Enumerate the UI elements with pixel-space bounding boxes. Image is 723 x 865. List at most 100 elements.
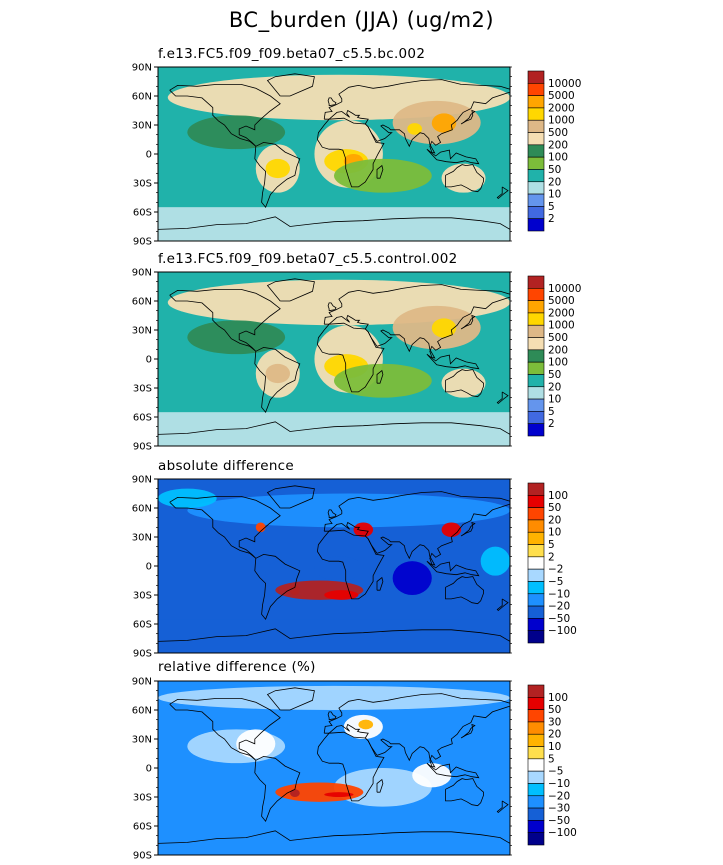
colorbar-label: −50 <box>548 613 570 625</box>
lat-tick-label: 60S <box>133 822 152 833</box>
colorbar-box <box>527 531 545 545</box>
field-region-6 <box>324 590 359 600</box>
colorbar-box <box>527 733 545 747</box>
panel-label: relative difference (%) <box>158 659 316 675</box>
field-region-0 <box>187 493 510 528</box>
field-region-3 <box>265 363 290 384</box>
colorbar-label: 1000 <box>548 320 575 332</box>
colorbar-box <box>527 618 545 631</box>
field-region-8 <box>431 318 457 338</box>
coastline-indonesia <box>426 148 480 165</box>
field-region-3 <box>314 556 364 581</box>
field-region-9 <box>358 719 374 730</box>
coastline-japan <box>460 314 476 330</box>
lat-tick-label: 60N <box>132 92 152 103</box>
coastline-antarctica <box>158 421 510 435</box>
lat-tick-label: 60S <box>133 208 152 219</box>
colorbar-box <box>527 95 545 109</box>
field-region-7 <box>353 522 374 537</box>
field-region-11 <box>480 546 510 576</box>
colorbar-box <box>527 697 545 710</box>
colorbar-label: 50 <box>548 704 561 716</box>
panel-label: absolute difference <box>158 458 295 474</box>
lat-tick-label: 90S <box>133 649 152 660</box>
colorbar-label: 100 <box>548 692 568 704</box>
lat-tick-label: 0 <box>146 150 152 161</box>
colorbar-label: −5 <box>548 766 563 778</box>
colorbar-box <box>527 770 545 784</box>
lat-tick-label: 90N <box>132 63 152 74</box>
colorbar-label: −20 <box>548 601 570 613</box>
field-layer <box>158 272 510 446</box>
colorbar-label: −30 <box>548 803 570 815</box>
coastline-indonesia <box>426 353 480 370</box>
colorbar-box <box>527 495 545 508</box>
coastline-africa <box>317 731 385 802</box>
colorbar-label: 10 <box>548 394 561 406</box>
field-layer <box>158 681 510 855</box>
coastline-antarctica <box>158 216 510 230</box>
field-region-1 <box>187 320 286 355</box>
coastline-south-america <box>254 553 301 620</box>
colorbar-label: −2 <box>548 564 563 576</box>
coastline-north-america <box>169 496 281 559</box>
colorbar-box <box>527 193 545 207</box>
colorbar-box <box>527 169 545 183</box>
coastline-japan <box>460 521 476 537</box>
lat-tick-label: 60S <box>133 413 152 424</box>
colorbar-label: −100 <box>548 625 577 637</box>
lat-tick-label: 0 <box>146 355 152 366</box>
lat-tick-label: 60N <box>132 706 152 717</box>
colorbar-box <box>527 507 545 521</box>
field-region-5 <box>412 763 452 788</box>
colorbar-label: −20 <box>548 790 570 802</box>
colorbar-label: 5 <box>548 539 555 551</box>
colorbar-box <box>527 361 545 375</box>
field-region-10 <box>441 368 486 398</box>
colorbar-box <box>527 746 545 760</box>
map-plot: 90N 60N 30N 0 30S 60S 90S <box>132 63 512 248</box>
colorbar-box <box>527 398 545 412</box>
lat-tick-label: 90S <box>133 237 152 248</box>
coastline-north-america <box>169 289 281 352</box>
lat-tick-label: 30N <box>132 533 152 544</box>
coastline-north-america <box>169 84 281 147</box>
coastline-indonesia <box>426 762 480 779</box>
colorbar-label: 200 <box>548 344 568 356</box>
main-title: BC_burden (JJA) (ug/m2) <box>228 8 495 32</box>
colorbar-label: 20 <box>548 176 561 188</box>
coastline-new-zealand <box>496 186 509 200</box>
field-polar-band <box>158 412 510 446</box>
lat-tick-label: 30N <box>132 735 152 746</box>
colorbar-label: 1000 <box>548 115 575 127</box>
colorbar-label: 2 <box>548 418 555 430</box>
colorbar-label: 50 <box>548 502 561 514</box>
colorbar-label: 2 <box>548 213 555 225</box>
colorbar-label: 50 <box>548 369 561 381</box>
field-region-2 <box>265 561 295 586</box>
field-region-11 <box>441 163 486 193</box>
coastline-madagascar <box>376 164 384 179</box>
colorbar-label: −10 <box>548 778 570 790</box>
colorbar-box <box>527 300 545 314</box>
coastline-eurasia <box>323 79 510 154</box>
field-region-10 <box>334 158 432 193</box>
coastline-australia <box>445 576 485 605</box>
lat-tick-label: 90N <box>132 475 152 486</box>
field-region-1 <box>187 115 286 150</box>
colorbar-label: 10 <box>548 527 561 539</box>
coastline-japan <box>460 109 476 125</box>
field-region-8 <box>431 113 457 133</box>
lat-tick-label: 0 <box>146 562 152 573</box>
lat-tick-label: 90N <box>132 677 152 688</box>
coastline-japan <box>460 723 476 739</box>
panel-label: f.e13.FC5.f09_f09.beta07_c5.5.bc.002 <box>158 46 426 62</box>
colorbar-box <box>527 820 545 833</box>
colorbar-box <box>527 83 545 96</box>
coastline-australia <box>445 369 485 398</box>
colorbar-box <box>527 107 545 121</box>
coastline-madagascar <box>376 369 384 384</box>
coastline-uk <box>327 711 337 721</box>
